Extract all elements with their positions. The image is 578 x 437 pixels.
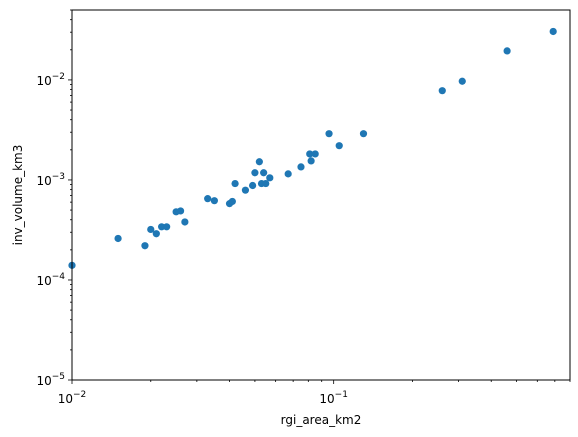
data-point xyxy=(251,169,259,177)
data-point xyxy=(255,158,263,166)
x-tick-label: 10−1 xyxy=(319,390,348,406)
data-point xyxy=(359,130,368,138)
data-point xyxy=(549,27,557,36)
data-point xyxy=(210,197,218,205)
data-point xyxy=(241,186,250,194)
data-point xyxy=(306,150,314,158)
data-point xyxy=(249,181,257,190)
data-point xyxy=(503,47,511,55)
data-point xyxy=(307,157,315,165)
major-ticks: 10−2 10−1 10−5 10−4 10−3 10−2 xyxy=(36,72,348,406)
data-point xyxy=(260,169,268,177)
x-axis-label: rgi_area_km2 xyxy=(281,413,362,427)
data-point xyxy=(163,223,171,231)
data-point xyxy=(311,150,319,158)
y-tick-label: 10−4 xyxy=(36,272,65,288)
y-tick-label: 10−5 xyxy=(36,372,65,388)
data-point xyxy=(158,223,166,231)
data-point xyxy=(284,170,292,178)
data-point xyxy=(458,77,466,85)
data-point xyxy=(231,179,239,188)
data-point xyxy=(141,242,149,250)
data-point xyxy=(152,230,160,238)
data-point xyxy=(297,163,305,171)
y-tick-label: 10−2 xyxy=(36,72,65,88)
data-point xyxy=(204,195,212,203)
x-tick-label: 10−2 xyxy=(58,390,87,406)
y-axis-label: inv_volume_km3 xyxy=(11,145,25,246)
data-point xyxy=(114,234,122,243)
data-point xyxy=(228,197,236,206)
data-point xyxy=(262,179,270,188)
data-point xyxy=(438,87,446,95)
data-point xyxy=(176,207,185,215)
data-point xyxy=(147,225,155,234)
data-point xyxy=(266,174,274,182)
data-point xyxy=(335,142,343,150)
data-point xyxy=(325,130,333,138)
plot-background xyxy=(72,10,570,380)
plot-frame xyxy=(71,9,571,381)
data-points xyxy=(68,27,557,269)
y-tick-label: 10−3 xyxy=(36,172,65,188)
data-point xyxy=(181,218,189,226)
